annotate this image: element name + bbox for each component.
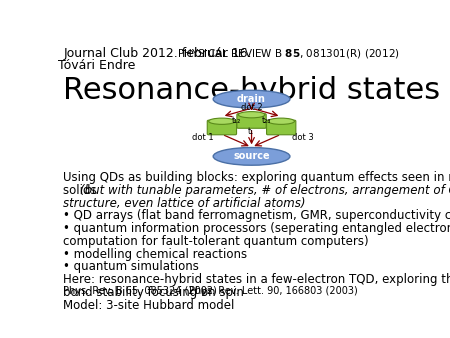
Text: (but with tunable parameters, # of electrons, arrangement of QDs in an arbitrary: (but with tunable parameters, # of elect… xyxy=(80,184,450,197)
Text: dot 2: dot 2 xyxy=(241,103,262,112)
Text: solids: solids xyxy=(63,184,101,197)
Text: t₁₂: t₁₂ xyxy=(232,116,241,125)
Text: Using QDs as building blocks: exploring quantum effects seen in real molecules a: Using QDs as building blocks: exploring … xyxy=(63,171,450,184)
Ellipse shape xyxy=(213,147,290,165)
Text: bond stability focusing on spin: bond stability focusing on spin xyxy=(63,286,244,299)
Ellipse shape xyxy=(213,90,290,108)
Text: Phys. Rev. B 65, 085324 (2002): Phys. Rev. B 65, 085324 (2002) xyxy=(63,286,217,296)
FancyBboxPatch shape xyxy=(207,120,237,135)
FancyBboxPatch shape xyxy=(237,114,266,128)
Text: • QD arrays (flat band ferromagnetism, GMR, superconductivity calculations): • QD arrays (flat band ferromagnetism, G… xyxy=(63,210,450,222)
Text: dot 1: dot 1 xyxy=(192,133,214,142)
Text: drain: drain xyxy=(237,94,266,104)
Text: Resonance-hybrid states in a triple quantum dot: Resonance-hybrid states in a triple quan… xyxy=(63,76,450,105)
Text: PHYSICAL REVIEW B $\mathbf{85}$, 081301(R) (2012): PHYSICAL REVIEW B $\mathbf{85}$, 081301(… xyxy=(177,47,400,60)
Text: dot 3: dot 3 xyxy=(292,133,314,142)
Text: Here: resonance-hybrid states in a few-electron TQD, exploring the origin of the: Here: resonance-hybrid states in a few-e… xyxy=(63,273,450,286)
Text: Phys. Rev. Lett. 90, 166803 (2003): Phys. Rev. Lett. 90, 166803 (2003) xyxy=(189,286,357,296)
Text: t₂₃: t₂₃ xyxy=(262,116,271,125)
Text: t₁: t₁ xyxy=(248,127,253,136)
Text: computation for fault-tolerant quantum computers): computation for fault-tolerant quantum c… xyxy=(63,235,369,248)
Text: Journal Club 2012. február 16.: Journal Club 2012. február 16. xyxy=(63,47,252,60)
Text: • quantum information processors (seperating entangled electrons, topological qu: • quantum information processors (sepera… xyxy=(63,222,450,235)
Ellipse shape xyxy=(209,118,235,124)
Text: • quantum simulations: • quantum simulations xyxy=(63,261,199,273)
Text: Model: 3-site Hubbard model: Model: 3-site Hubbard model xyxy=(63,299,234,312)
Text: structure, even lattice of artificial atoms): structure, even lattice of artificial at… xyxy=(63,197,306,210)
Ellipse shape xyxy=(268,118,294,124)
Text: source: source xyxy=(233,151,270,161)
Ellipse shape xyxy=(238,112,265,118)
Text: Tóvári Endre: Tóvári Endre xyxy=(58,59,135,72)
Text: • modelling chemical reactions: • modelling chemical reactions xyxy=(63,248,248,261)
FancyBboxPatch shape xyxy=(266,120,296,135)
